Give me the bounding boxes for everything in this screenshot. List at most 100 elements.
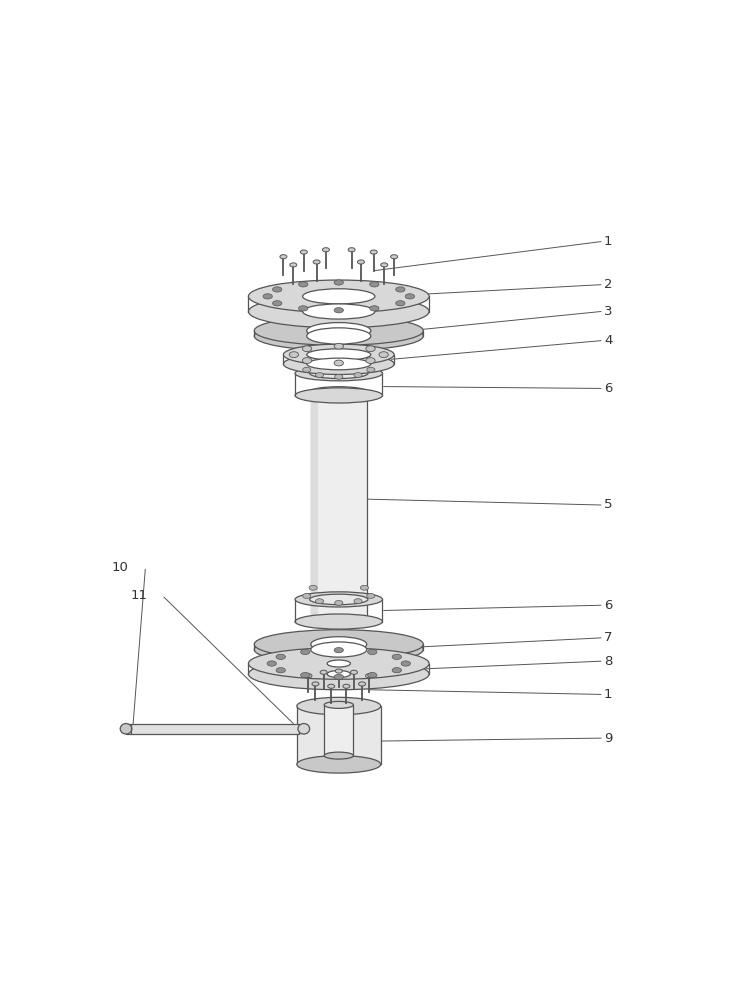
Ellipse shape bbox=[324, 752, 353, 759]
Ellipse shape bbox=[367, 367, 375, 372]
Ellipse shape bbox=[297, 756, 381, 773]
Ellipse shape bbox=[360, 585, 368, 590]
Ellipse shape bbox=[343, 684, 350, 688]
Ellipse shape bbox=[307, 349, 371, 360]
Ellipse shape bbox=[335, 669, 342, 673]
Ellipse shape bbox=[295, 592, 383, 607]
Polygon shape bbox=[324, 705, 353, 756]
Ellipse shape bbox=[334, 308, 344, 313]
Ellipse shape bbox=[320, 670, 327, 674]
Ellipse shape bbox=[312, 682, 319, 686]
Ellipse shape bbox=[302, 289, 375, 304]
Ellipse shape bbox=[365, 358, 375, 363]
Ellipse shape bbox=[327, 671, 350, 678]
Polygon shape bbox=[311, 391, 318, 624]
Ellipse shape bbox=[254, 321, 423, 351]
Ellipse shape bbox=[309, 359, 317, 364]
Ellipse shape bbox=[313, 260, 320, 264]
Ellipse shape bbox=[360, 359, 368, 364]
Ellipse shape bbox=[348, 248, 355, 252]
Text: 3: 3 bbox=[604, 305, 612, 318]
Text: 10: 10 bbox=[111, 561, 129, 574]
Ellipse shape bbox=[354, 373, 362, 377]
Ellipse shape bbox=[311, 620, 367, 629]
Ellipse shape bbox=[307, 323, 371, 339]
Text: 11: 11 bbox=[131, 589, 147, 602]
Ellipse shape bbox=[396, 301, 405, 306]
Ellipse shape bbox=[248, 648, 429, 679]
Ellipse shape bbox=[357, 260, 365, 264]
Ellipse shape bbox=[254, 630, 423, 659]
Ellipse shape bbox=[307, 358, 371, 370]
Ellipse shape bbox=[315, 599, 323, 604]
Ellipse shape bbox=[263, 294, 272, 299]
Ellipse shape bbox=[370, 250, 378, 254]
Ellipse shape bbox=[248, 295, 429, 328]
Ellipse shape bbox=[295, 388, 383, 403]
Ellipse shape bbox=[315, 373, 323, 377]
Ellipse shape bbox=[248, 658, 429, 690]
Ellipse shape bbox=[311, 642, 367, 657]
Ellipse shape bbox=[276, 668, 286, 673]
Ellipse shape bbox=[367, 593, 375, 598]
Ellipse shape bbox=[370, 306, 379, 311]
Ellipse shape bbox=[379, 352, 388, 358]
Ellipse shape bbox=[307, 328, 371, 344]
Ellipse shape bbox=[272, 301, 282, 306]
Ellipse shape bbox=[310, 594, 368, 605]
Ellipse shape bbox=[311, 387, 367, 396]
Ellipse shape bbox=[284, 344, 394, 365]
Ellipse shape bbox=[368, 672, 377, 678]
Ellipse shape bbox=[254, 316, 423, 345]
Ellipse shape bbox=[290, 263, 297, 267]
Ellipse shape bbox=[324, 701, 353, 708]
Ellipse shape bbox=[365, 674, 372, 678]
Polygon shape bbox=[297, 706, 381, 764]
Ellipse shape bbox=[298, 724, 310, 734]
Ellipse shape bbox=[392, 654, 402, 659]
Text: 6: 6 bbox=[604, 382, 612, 395]
Ellipse shape bbox=[334, 280, 344, 285]
Text: 6: 6 bbox=[604, 599, 612, 612]
Ellipse shape bbox=[295, 614, 383, 629]
Ellipse shape bbox=[254, 635, 423, 664]
Ellipse shape bbox=[381, 263, 388, 267]
Ellipse shape bbox=[365, 346, 375, 352]
Ellipse shape bbox=[334, 648, 344, 653]
Text: 5: 5 bbox=[604, 498, 612, 512]
Ellipse shape bbox=[335, 600, 343, 605]
Ellipse shape bbox=[328, 684, 335, 688]
Text: 1: 1 bbox=[604, 688, 612, 701]
Ellipse shape bbox=[295, 366, 383, 381]
Ellipse shape bbox=[334, 674, 344, 680]
Ellipse shape bbox=[334, 343, 344, 349]
Ellipse shape bbox=[300, 250, 308, 254]
Ellipse shape bbox=[390, 255, 398, 259]
Ellipse shape bbox=[335, 374, 343, 379]
Ellipse shape bbox=[248, 280, 429, 313]
Ellipse shape bbox=[354, 599, 362, 604]
Polygon shape bbox=[311, 391, 367, 624]
Ellipse shape bbox=[350, 670, 357, 674]
Ellipse shape bbox=[280, 255, 287, 259]
Ellipse shape bbox=[323, 248, 329, 252]
Ellipse shape bbox=[305, 674, 312, 678]
Ellipse shape bbox=[302, 304, 375, 319]
Ellipse shape bbox=[297, 697, 381, 715]
Ellipse shape bbox=[272, 287, 282, 292]
Ellipse shape bbox=[401, 661, 411, 666]
Ellipse shape bbox=[309, 585, 317, 590]
Ellipse shape bbox=[327, 660, 350, 667]
Ellipse shape bbox=[334, 360, 344, 366]
Ellipse shape bbox=[302, 367, 311, 372]
Ellipse shape bbox=[302, 346, 312, 352]
Text: 9: 9 bbox=[604, 732, 612, 745]
Ellipse shape bbox=[302, 358, 312, 363]
Ellipse shape bbox=[301, 649, 310, 655]
Text: 1: 1 bbox=[604, 235, 612, 248]
Text: 8: 8 bbox=[604, 655, 612, 668]
Ellipse shape bbox=[301, 672, 310, 678]
Text: 2: 2 bbox=[604, 278, 612, 291]
Text: 7: 7 bbox=[604, 631, 612, 644]
Ellipse shape bbox=[290, 352, 299, 358]
